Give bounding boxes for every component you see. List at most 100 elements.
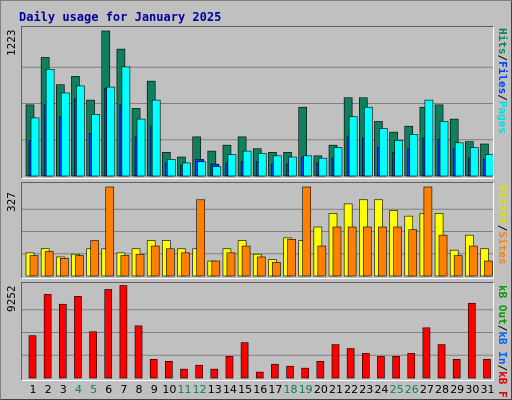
bar-kb-f-day-18	[286, 365, 294, 379]
bar-pages-day-17	[273, 155, 282, 177]
bar-sites-day-20	[317, 245, 327, 277]
x-tick-label-22: 22	[344, 383, 359, 396]
bar-sites-day-15	[241, 245, 251, 277]
x-tick-label-27: 27	[419, 383, 434, 396]
bar-sites-day-3	[59, 258, 69, 277]
bar-pages-day-21	[333, 147, 343, 177]
bar-pages-day-31	[485, 154, 493, 177]
hits-files-pages-chart	[22, 30, 493, 177]
bar-kb-f-day-2	[43, 294, 52, 379]
x-tick-label-13: 13	[207, 383, 222, 396]
bar-kb-f-day-10	[165, 360, 173, 379]
bar-sites-day-8	[135, 253, 145, 277]
bar-pages-day-9	[151, 99, 161, 177]
legend-sep: /	[496, 224, 509, 232]
bar-kb-f-day-16	[255, 371, 264, 379]
bar-kb-f-day-12	[195, 364, 203, 379]
x-tick-label-19: 19	[298, 383, 313, 396]
bar-sites-day-29	[453, 255, 463, 277]
bar-kb-f-day-22	[346, 348, 355, 379]
bar-kb-f-day-15	[240, 342, 249, 379]
bar-pages-day-16	[257, 153, 267, 177]
bar-pages-day-29	[454, 142, 464, 177]
visits-sites-panel	[21, 182, 494, 279]
bar-sites-day-16	[256, 256, 266, 277]
legend-sep: /	[496, 364, 509, 372]
visits-sites-chart	[22, 186, 493, 277]
bar-kb-f-day-29	[452, 359, 461, 379]
hits-files-pages-panel	[21, 26, 494, 179]
bar-pages-day-20	[318, 157, 328, 177]
bar-pages-day-14	[227, 154, 237, 177]
bar-kb-f-day-7	[119, 285, 128, 379]
bar-kb-f-day-24	[377, 356, 385, 379]
x-axis-labels: 1 2 3 4 5 6 7 8 9 10 11 12 13 14 15 16 17 18 19 20 21 22 23 24 2…	[21, 381, 495, 397]
kb-chart	[22, 285, 493, 379]
bar-kb-f-day-28	[437, 344, 446, 379]
legend-hits: Hits	[496, 28, 509, 55]
legend-pages: Pages	[496, 100, 509, 134]
bar-kb-f-day-3	[58, 303, 67, 379]
bar-sites-day-18	[287, 238, 296, 277]
bar-kb-f-day-27	[422, 327, 431, 379]
x-tick-label-31: 31	[480, 383, 495, 396]
bar-sites-day-4	[75, 255, 84, 277]
x-tick-label-18: 18	[283, 383, 298, 396]
bar-pages-day-15	[242, 150, 252, 177]
bar-sites-day-1	[29, 255, 39, 277]
kb-panel	[21, 282, 494, 381]
legend-kb-f: kB F	[496, 371, 509, 398]
x-tick-label-9: 9	[150, 383, 158, 396]
bar-kb-f-day-31	[483, 359, 491, 379]
legend-kb-in: kB In	[496, 331, 509, 365]
bar-sites-day-6	[105, 186, 115, 277]
x-tick-label-17: 17	[268, 383, 283, 396]
bar-kb-f-day-5	[89, 331, 97, 379]
x-tick-label-1: 1	[29, 383, 37, 396]
bar-pages-day-30	[470, 147, 479, 177]
x-tick-label-30: 30	[465, 383, 480, 396]
x-tick-label-21: 21	[329, 383, 343, 396]
x-tick-label-16: 16	[253, 383, 268, 396]
bar-sites-day-2	[44, 251, 54, 277]
bar-pages-day-6	[106, 86, 116, 177]
x-tick-label-11: 11	[177, 383, 192, 396]
hits-files-pages-legend: Hits/Files/Pages	[495, 28, 509, 134]
legend-visits: Visits	[496, 185, 509, 225]
x-tick-label-14: 14	[222, 383, 237, 396]
bar-kb-f-day-26	[407, 353, 416, 379]
legend-kb-out: kB Out	[496, 285, 509, 325]
bar-kb-f-day-8	[134, 325, 143, 379]
visits-ymax-label: 327	[5, 192, 18, 212]
bar-pages-day-28	[439, 121, 449, 177]
bar-sites-day-26	[408, 229, 418, 277]
bar-pages-day-7	[121, 66, 131, 177]
visits-sites-legend: Visits/Sites	[495, 185, 509, 265]
bar-pages-day-11	[182, 162, 191, 177]
bar-pages-day-8	[136, 118, 146, 177]
bar-sites-day-13	[211, 260, 221, 277]
bar-sites-day-11	[181, 252, 190, 277]
bar-kb-f-day-6	[104, 289, 113, 379]
hits-ymax-label: 1223	[5, 29, 18, 57]
bar-pages-day-25	[394, 140, 403, 177]
bar-pages-day-18	[288, 156, 297, 177]
bar-kb-f-day-30	[468, 302, 476, 379]
bar-kb-f-day-13	[210, 368, 219, 379]
bar-sites-day-25	[393, 226, 402, 277]
bar-sites-day-23	[362, 226, 372, 277]
x-tick-label-10: 10	[162, 383, 177, 396]
bar-sites-day-7	[120, 255, 130, 277]
x-tick-label-5: 5	[90, 383, 98, 396]
bar-sites-day-30	[469, 245, 478, 277]
bar-pages-day-3	[60, 92, 70, 177]
x-tick-label-3: 3	[59, 383, 67, 396]
bar-kb-f-day-9	[149, 359, 158, 379]
x-tick-label-24: 24	[374, 383, 389, 396]
bar-sites-day-31	[484, 260, 493, 277]
legend-sep: /	[496, 54, 509, 62]
bar-pages-day-1	[30, 117, 40, 177]
x-tick-label-28: 28	[435, 383, 450, 396]
x-tick-label-20: 20	[313, 383, 328, 396]
